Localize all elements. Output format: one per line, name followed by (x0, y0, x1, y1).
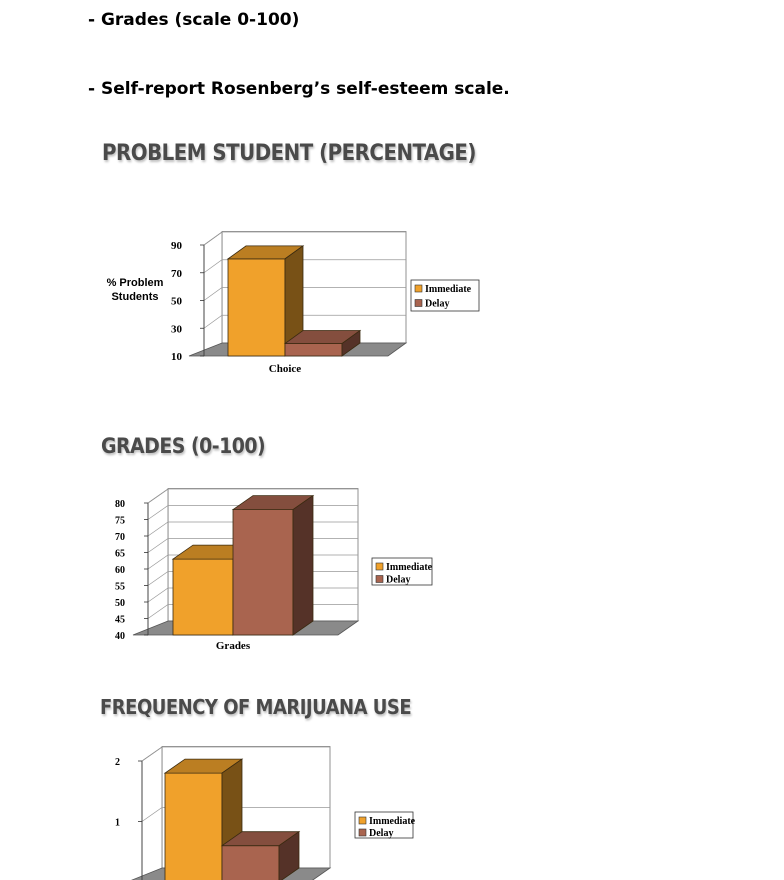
legend-swatch-immediate (375, 562, 384, 571)
legend (410, 279, 480, 312)
legend-label-immediate: Immediate (386, 562, 433, 573)
y-tick-label: 70 (115, 532, 125, 543)
y-tick-label: 60 (115, 565, 125, 576)
legend-label-immediate: Immediate (369, 816, 416, 827)
bar-delay (221, 845, 280, 880)
legend-label-delay: Delay (369, 828, 393, 839)
legend-swatch-delay (358, 828, 367, 837)
chart-title-marijuana-use: FREQUENCY OF MARIJUANA USE (100, 695, 412, 719)
y-tick-label: 90 (171, 240, 183, 252)
bar-delay (232, 509, 294, 636)
gridline (141, 807, 330, 822)
bar-side-delay (341, 329, 361, 357)
bullet-self-esteem: - Self-report Rosenberg’s self-esteem sc… (88, 79, 510, 99)
y-tick-label: 1 (115, 818, 120, 829)
legend-swatch-delay (375, 575, 384, 583)
legend-label-immediate: Immediate (425, 284, 472, 295)
gridline (203, 259, 406, 274)
bar-immediate (227, 258, 286, 357)
chart-title-grades: GRADES (0-100) (101, 434, 266, 458)
y-tick-label: 75 (115, 516, 125, 527)
y-tick-label: 30 (171, 323, 183, 335)
y-tick-label: 65 (115, 549, 125, 560)
side-wall (141, 746, 163, 880)
bar-side-delay (292, 494, 314, 636)
y-tick-label: 80 (115, 499, 125, 510)
bar-side-delay (278, 830, 300, 880)
y-tick-label: 50 (115, 598, 125, 609)
legend-label-delay: Delay (386, 575, 410, 586)
chart-0: 10 30 50 70 90 Choice % Problem Students Immedia… (107, 231, 480, 375)
y-tick-label: 55 (115, 582, 125, 593)
bar-delay (284, 343, 343, 357)
y-axis-label: % Problem (107, 277, 164, 289)
bar-immediate (164, 772, 223, 880)
gridline (141, 746, 330, 762)
legend-swatch-immediate (414, 284, 423, 293)
chart-1: 40 45 50 55 60 65 70 75 80 Grades Immediate Delay (115, 488, 433, 652)
y-tick-label: 50 (171, 296, 183, 308)
y-axis-label: Students (111, 291, 158, 303)
legend-label-delay: Delay (425, 299, 449, 310)
gridline (203, 287, 406, 301)
bullet-grades: - Grades (scale 0-100) (88, 10, 300, 30)
y-tick-label: 70 (171, 268, 183, 280)
gridline (203, 314, 406, 329)
gridline (147, 488, 358, 504)
chart-title-problem-student: PROBLEM STUDENT (PERCENTAGE) (102, 141, 476, 166)
bar-immediate (172, 558, 234, 636)
x-axis-label: Grades (216, 640, 251, 652)
y-tick-label: 45 (115, 615, 125, 626)
y-tick-label: 10 (171, 351, 183, 363)
x-axis-label: Choice (269, 363, 302, 375)
gridline (203, 231, 406, 246)
y-tick-label: 2 (115, 757, 120, 768)
legend-swatch-immediate (358, 816, 367, 825)
y-tick-label: 40 (115, 631, 125, 642)
legend-swatch-delay (414, 299, 423, 307)
